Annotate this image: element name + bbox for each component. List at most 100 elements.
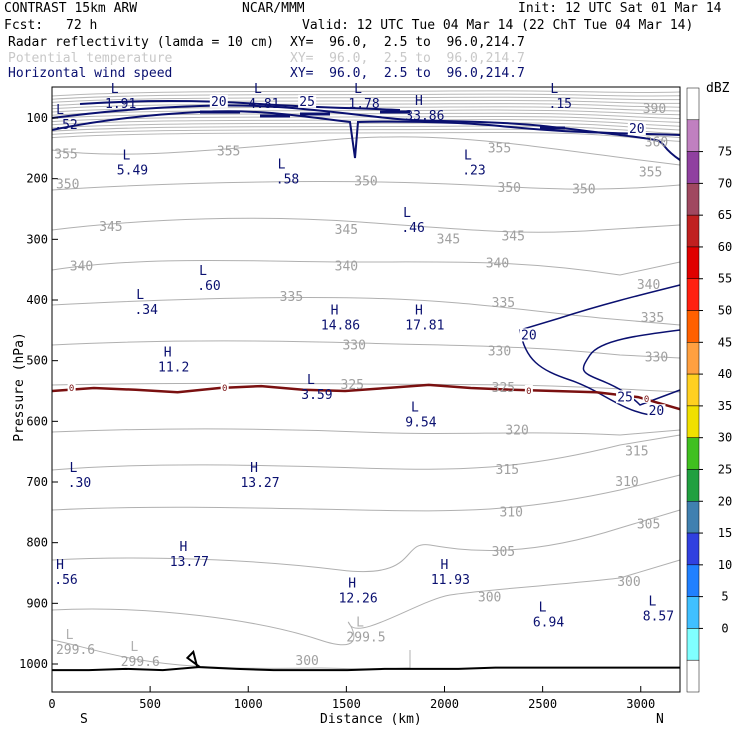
y-tick-label: 100 [26,111,48,125]
theta-340 [51,259,681,276]
colorbar-tick-label: 55 [718,272,732,286]
x-tick-label: 1000 [234,697,263,711]
strat-isentrope [51,125,681,135]
wind-extremum-value: 5.49 [117,164,148,179]
wind-extremum-value: .52 [54,118,77,133]
y-tick-label: 400 [26,293,48,307]
reflectivity-zero-label: 0 [644,395,649,405]
wind-extremum-value: 8.57 [643,609,674,624]
theta-contour-label: 325 [492,381,515,396]
wind-extremum-kind: L [254,82,262,97]
colorbar-tick-label: 50 [718,304,732,318]
theta-305 [51,509,681,572]
wind-extremum-kind: L [464,149,472,164]
wind-contour-label-bg [627,122,646,136]
wind-extremum-kind: H [331,303,339,318]
colorbar-tick-label: 75 [718,145,732,159]
jet-core-segments [200,110,565,130]
colorbar-cell [686,87,700,121]
wind-extremum-value: 4.81 [248,97,279,112]
wind-extremum-kind: L [123,149,131,164]
x-axis-start-label: S [80,712,88,727]
theta-contour-label: 340 [335,260,358,275]
strat-isentrope [51,115,681,123]
wind-contour-label-bg [209,94,228,108]
wind-contour-label-bg [647,404,666,418]
x-tick-label: 2500 [528,697,557,711]
theta-contour-label: 340 [637,278,660,293]
zero-label-bg [220,381,229,392]
colorbar-units: dBZ [706,81,730,96]
wind-extremum-value: 13.77 [170,555,209,570]
y-tick-label: 300 [26,232,48,246]
forecast-label: Fcst: [4,18,44,33]
wind-contour-label: 20 [521,328,537,343]
theta-355 [51,136,681,166]
strat-isentrope [51,90,681,97]
colorbar-tick-label: 25 [718,462,732,476]
y-tick-label: 1000 [19,657,48,671]
theta-325 [51,382,681,393]
wind-extremum-value: .23 [462,164,485,179]
jet-contour-25 [51,110,681,159]
wind-contour-label-bg [298,94,317,108]
colorbar-cell [686,119,700,152]
colorbar-tick-label: 20 [718,494,732,508]
wind-contour-label: 20 [629,122,645,137]
colorbar-cell [686,596,700,629]
wind-extremum-value: 1.91 [105,97,136,112]
wind-speed-contours [51,100,681,416]
wind-extremum-kind: L [550,82,558,97]
theta-contour-label: 350 [56,178,79,193]
wind-extremum-kind: L [278,158,286,173]
theta-320 [51,428,681,436]
organization: NCAR/MMM [242,1,305,16]
reflectivity-zero-label: 0 [222,384,227,394]
wind-extremum-value: 14.86 [321,318,360,333]
x-tick-label: 3000 [626,697,655,711]
wind-extremum-kind: L [111,82,119,97]
colorbar-tick-label: 45 [718,335,732,349]
wind-extremum-value: 17.81 [405,318,444,333]
theta-315 [51,434,681,471]
wind-contour-label: 20 [649,404,665,419]
theta-contour-label: 335 [280,290,303,305]
theta-contour-label: 315 [625,445,648,460]
colorbar-tick-label: 0 [721,621,728,635]
theta-contour-label: 350 [354,175,377,190]
field-wind-xy: XY= 96.0, 2.5 to 96.0,214.7 [290,66,525,81]
colorbar-tick-label: 65 [718,208,732,222]
theta-contour-label: 355 [488,141,511,156]
wind-extremum-kind: L [403,206,411,221]
theta-contour-label: 345 [501,229,524,244]
theta-contour-label: 330 [342,339,365,354]
theta-contour-label: 340 [486,257,509,272]
zero-label-bg [524,385,533,395]
wind-extremum-value: 13.27 [240,476,279,491]
wind-extremum-value: .46 [401,221,424,236]
colorbar-tick-label: 35 [718,399,732,413]
strat-isentrope [51,122,681,131]
wind-contour-label: 25 [617,390,633,405]
theta-299 [51,639,411,670]
terrain-surface-line [52,649,680,672]
wind-extremum-kind: L [354,82,362,97]
theta-contour-label: 300 [478,590,501,605]
theta-contour-label: 350 [498,181,521,196]
colorbar-cell [686,628,700,661]
theta-extremum-kind: L [66,628,74,643]
wind-extremum-value: 6.94 [533,616,564,631]
colorbar-cell [686,183,700,216]
strat-isentrope [51,109,681,116]
colorbar-tick-label: 30 [718,431,732,445]
theta-extremum-value: 299.6 [56,643,95,658]
jet-contour-20 [51,104,681,161]
strat-isentrope [51,131,681,142]
theta-contour-label: 345 [437,232,460,247]
wind-contour-label: 25 [299,95,315,110]
colorbar-cell [686,278,700,311]
plot-frame [51,86,681,693]
theta-contour-label: 335 [492,296,515,311]
colorbar-cell [686,532,700,566]
colorbar-cell [686,151,700,184]
